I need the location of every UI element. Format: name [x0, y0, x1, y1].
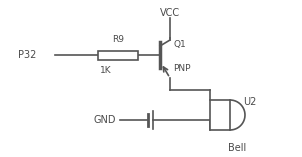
Text: U2: U2: [243, 97, 256, 107]
Bar: [98, 51, 138, 60]
Bar: [210, 100, 230, 130]
Text: GND: GND: [94, 115, 116, 125]
Text: R9: R9: [112, 35, 124, 44]
Text: 1K: 1K: [100, 66, 112, 75]
Text: Bell: Bell: [228, 143, 247, 153]
Text: P32: P32: [18, 50, 36, 60]
Text: Q1: Q1: [173, 40, 186, 49]
Text: VCC: VCC: [160, 8, 180, 18]
Text: PNP: PNP: [173, 64, 191, 73]
